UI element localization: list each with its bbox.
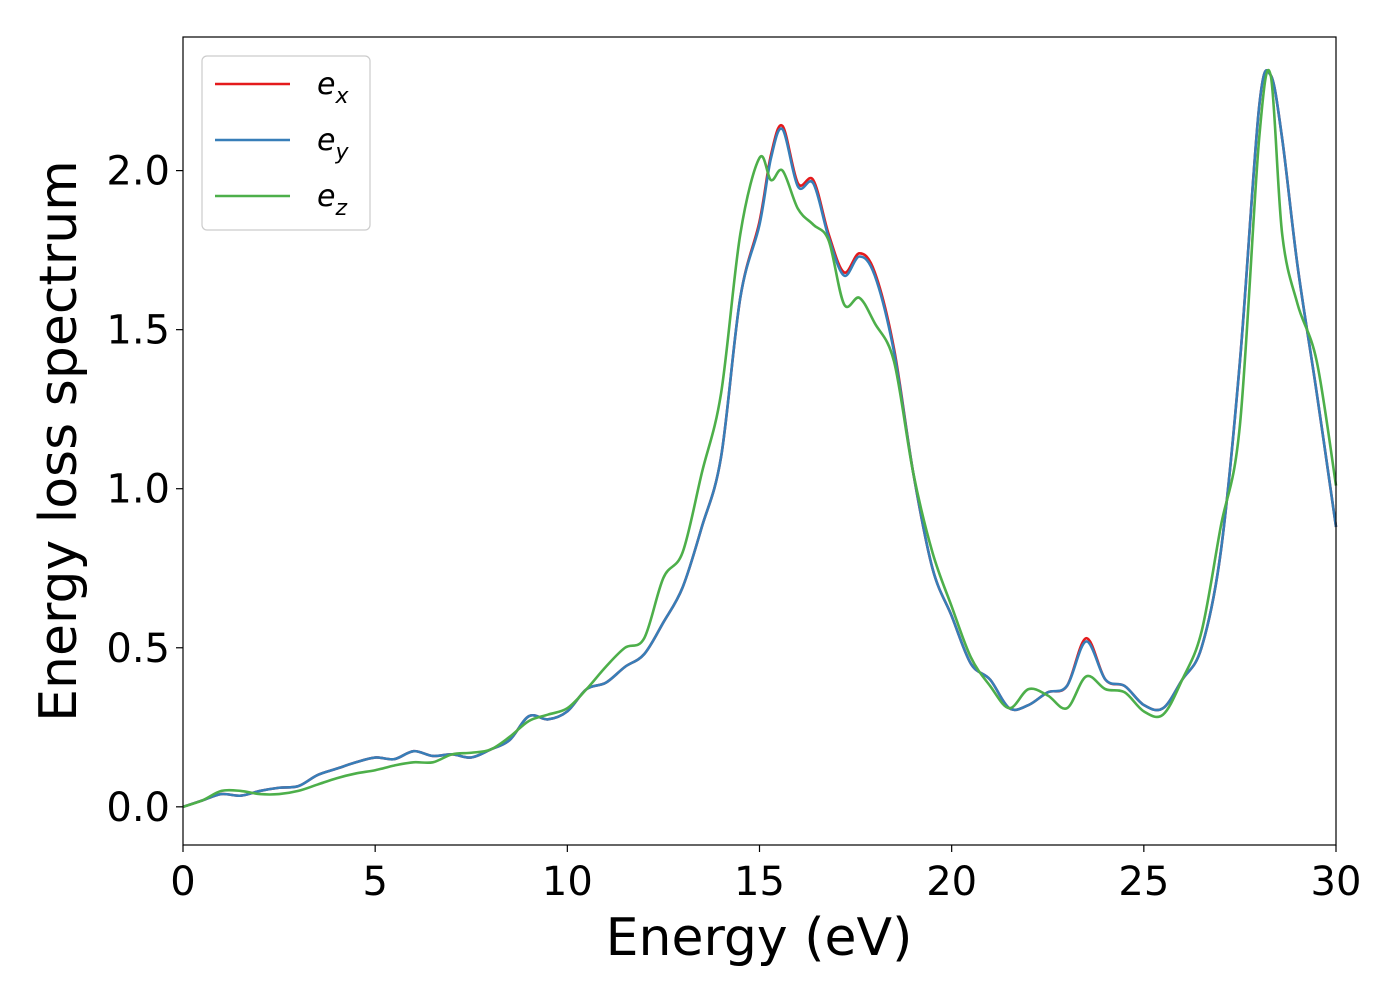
- x-axis-label: Energy (eV): [606, 908, 913, 968]
- y-tick-label: 0.5: [106, 626, 170, 672]
- legend-box: [201, 55, 371, 231]
- x-tick-label: 30: [1311, 859, 1362, 905]
- y-tick-label: 0.0: [106, 785, 170, 831]
- y-axis: 0.0 0.5 1.0 1.5 2.0: [106, 149, 183, 831]
- y-tick-label: 1.0: [106, 467, 170, 513]
- x-tick-label: 25: [1118, 859, 1169, 905]
- x-tick-label: 10: [542, 859, 593, 905]
- x-tick-label: 0: [170, 859, 195, 905]
- x-tick-label: 5: [362, 859, 387, 905]
- y-tick-label: 1.5: [106, 308, 170, 354]
- y-tick-label: 2.0: [106, 149, 170, 195]
- x-tick-label: 20: [926, 859, 977, 905]
- y-axis-label: Energy loss spectrum: [29, 160, 89, 722]
- series-line-y: [182, 69, 1338, 809]
- series-lines: [182, 68, 1338, 809]
- x-tick-label: 15: [734, 859, 785, 905]
- series-line-z: [182, 68, 1338, 809]
- x-axis: 0 5 10 15 20 25 30: [170, 845, 1361, 905]
